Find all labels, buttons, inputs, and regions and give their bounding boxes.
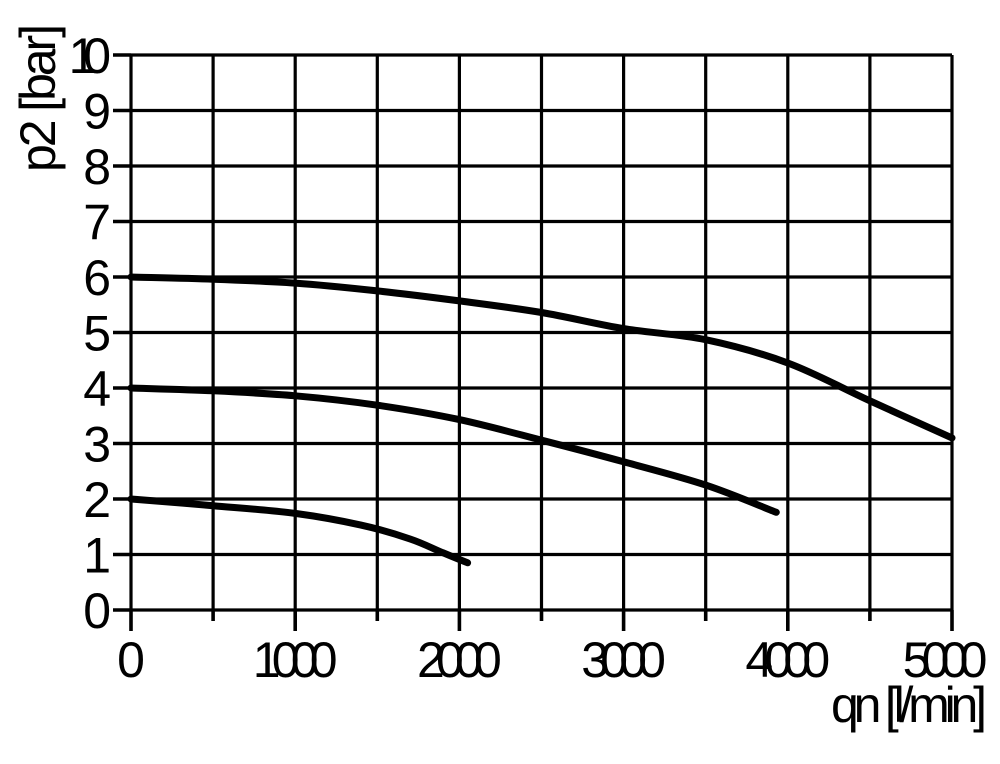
y-tick-label: 4 [83, 361, 111, 417]
y-tick-label: 1 [83, 528, 111, 584]
curve-layer [127, 273, 956, 567]
y-tick-label: 10 [69, 28, 111, 84]
x-tick-label: 3000 [581, 632, 666, 688]
tick-layer [113, 53, 954, 631]
x-tick-label: 5000 [903, 632, 988, 688]
grid-layer [129, 53, 954, 612]
curve-2-bar [127, 495, 472, 567]
y-tick-label: 2 [83, 472, 111, 528]
y-tick-label: 0 [83, 583, 111, 639]
x-tick-label: 2000 [417, 632, 502, 688]
y-tick-label: 7 [83, 195, 111, 251]
curve-6-bar [127, 273, 956, 442]
y-tick-label: 8 [83, 139, 111, 195]
x-tick-label: 0 [117, 632, 145, 688]
y-tick-label: 3 [83, 417, 111, 473]
y-axis-title: p2 [bar] [10, 24, 66, 172]
curve-4-bar [127, 384, 780, 516]
y-tick-label: 6 [83, 250, 111, 306]
x-tick-label: 1000 [253, 632, 338, 688]
x-axis-title: qn [l/min] [831, 677, 987, 733]
y-tick-label: 9 [83, 84, 111, 140]
x-tick-label: 4000 [745, 632, 830, 688]
y-tick-label: 5 [83, 306, 111, 362]
